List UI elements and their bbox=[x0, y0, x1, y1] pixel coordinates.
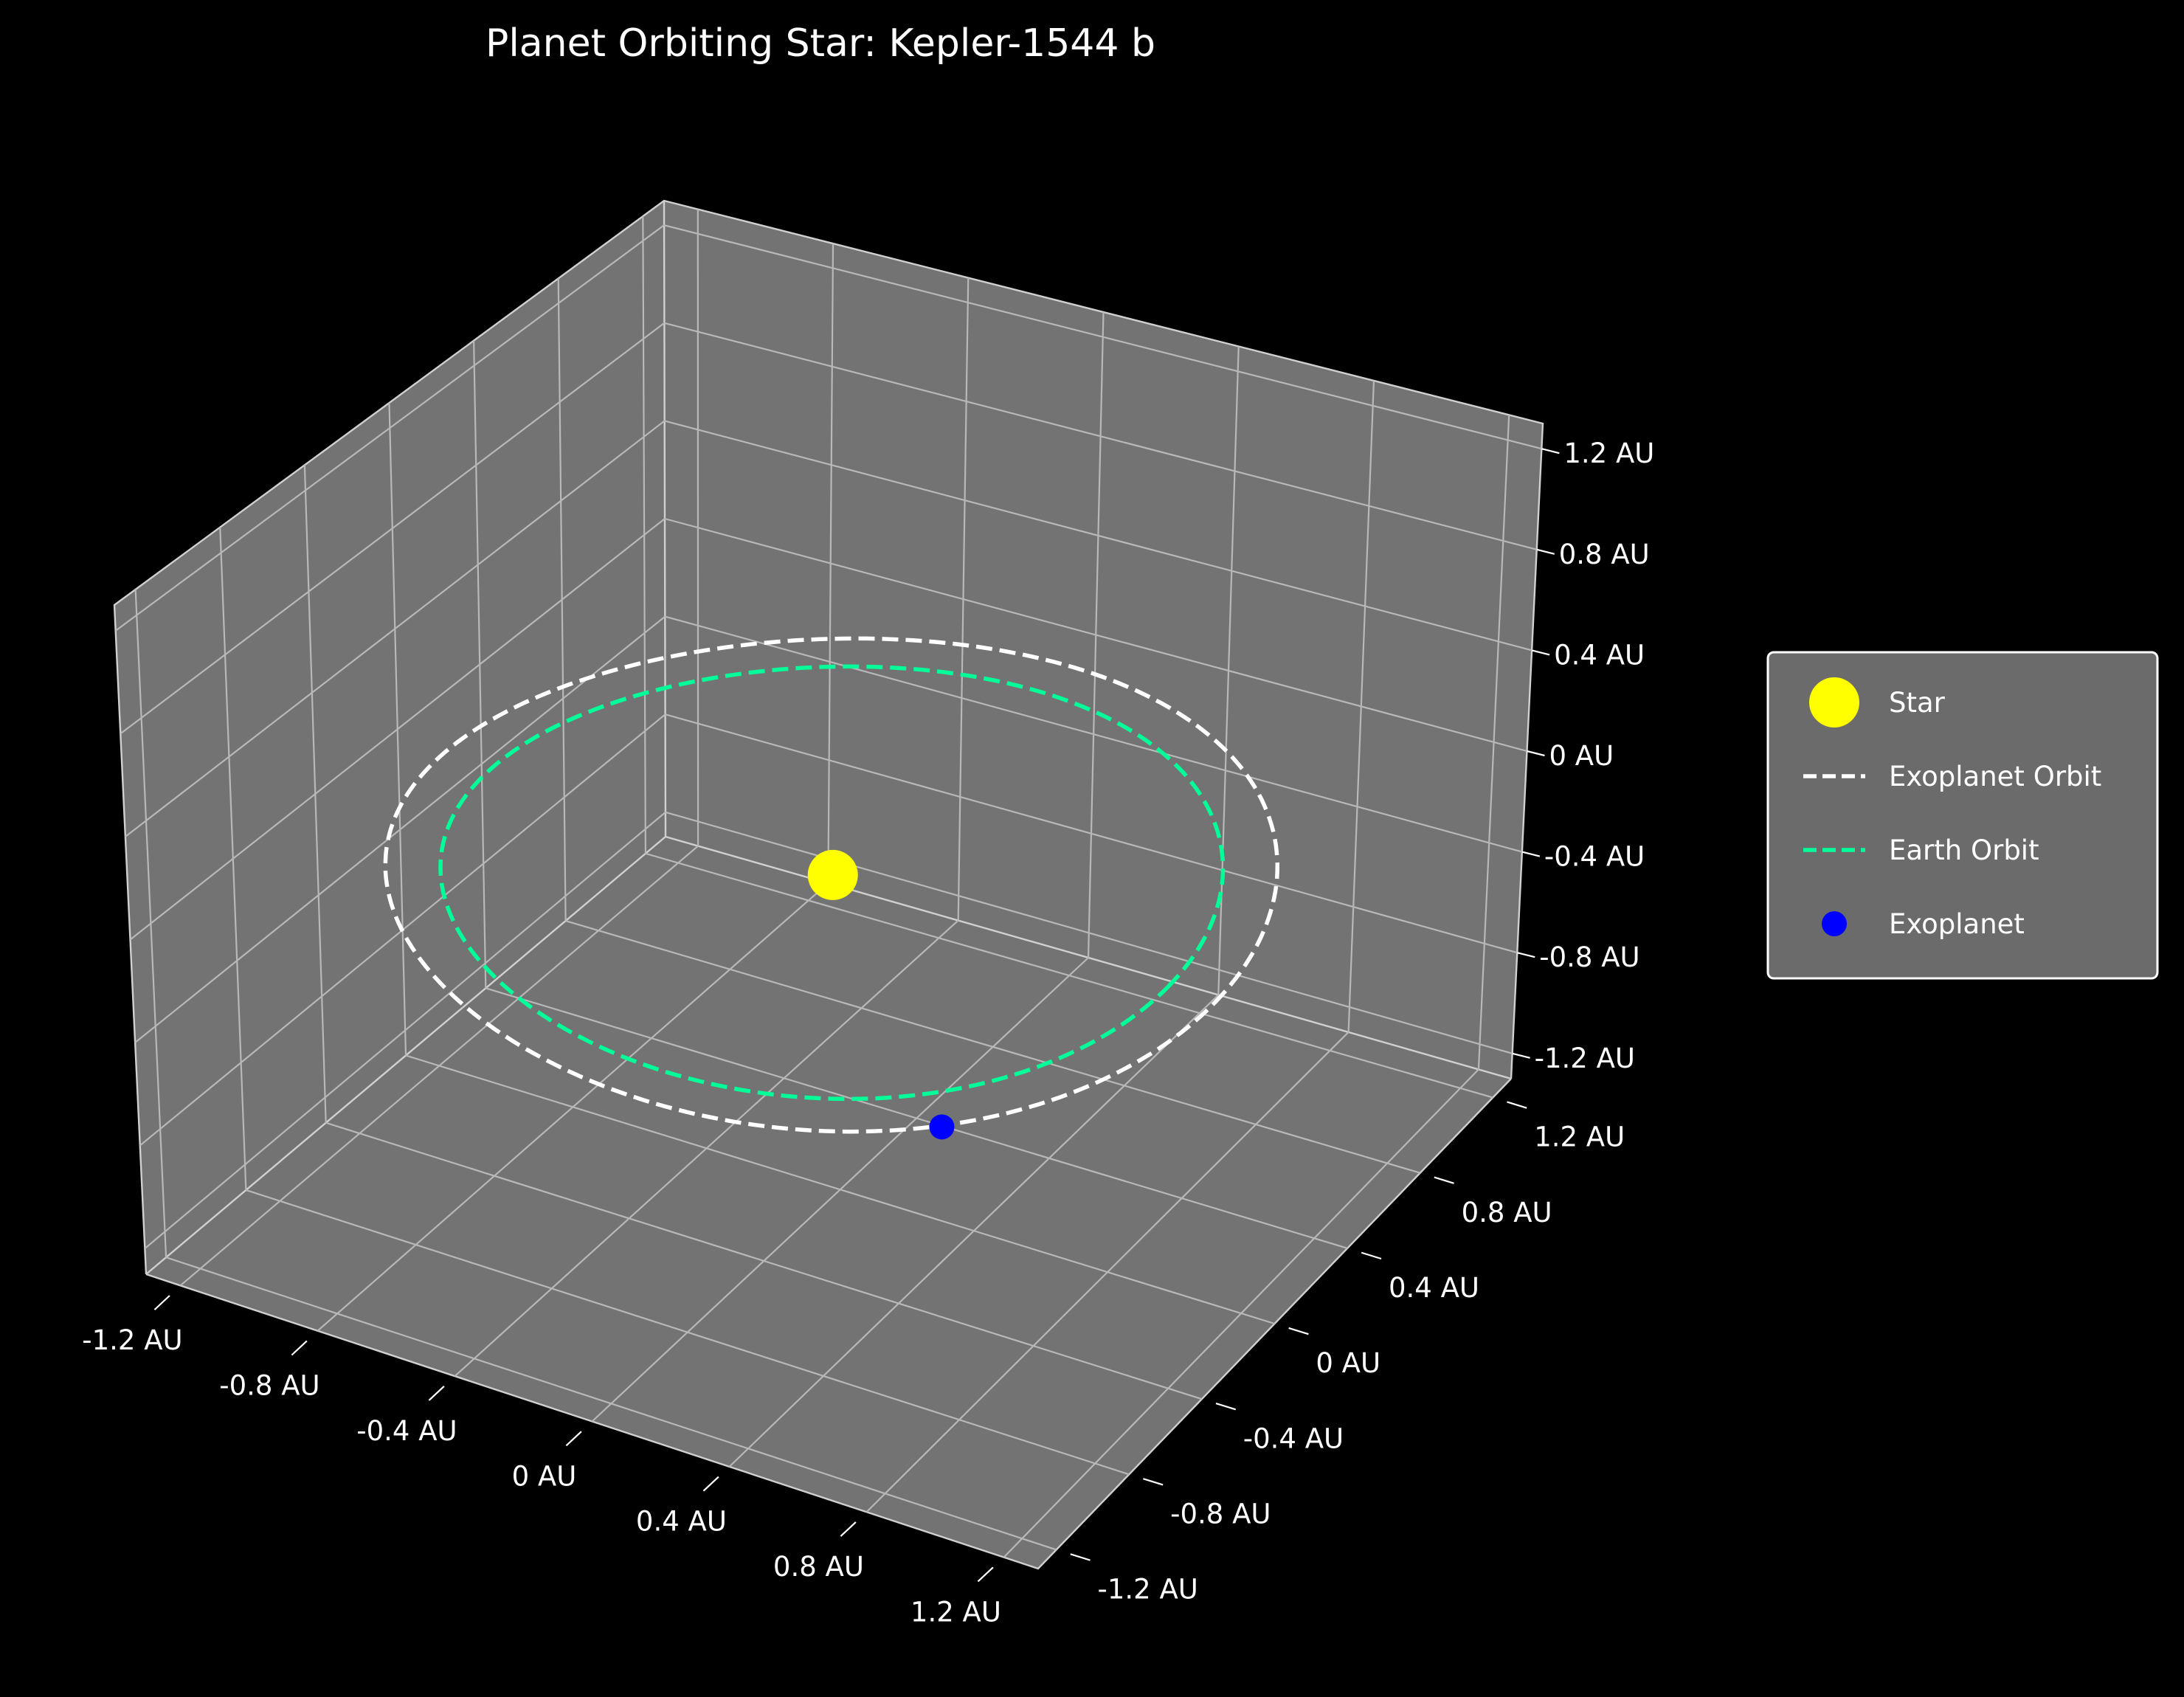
z-tick-2 bbox=[1521, 851, 1541, 857]
z-tick-5 bbox=[1536, 548, 1555, 555]
y-tick-label-0: -1.2 AU bbox=[1098, 1574, 1198, 1606]
grid-line-z-left-6 bbox=[114, 224, 665, 632]
y-tick-0 bbox=[1070, 1553, 1091, 1561]
series-earth-orbit bbox=[438, 664, 1226, 1102]
y-tick-label-3: 0 AU bbox=[1316, 1347, 1380, 1379]
grid-line-z-back-6 bbox=[663, 224, 1542, 450]
grid-line-x-back-5 bbox=[1347, 380, 1375, 1032]
z-tick-label-3: 0 AU bbox=[1549, 740, 1614, 772]
x-tick-label-3: 0 AU bbox=[512, 1460, 577, 1492]
x-tick-label-4: 0.4 AU bbox=[636, 1506, 727, 1538]
axes-panes bbox=[113, 199, 1544, 1570]
legend: Star Exoplanet Orbit Earth Orbit Exoplanet bbox=[1766, 651, 2159, 980]
grid-line-y-floor-4 bbox=[485, 987, 1348, 1249]
y-tick-label-1: -0.8 AU bbox=[1170, 1498, 1271, 1530]
grid-line-y-left-5 bbox=[557, 278, 567, 922]
plot-series bbox=[383, 636, 1280, 1140]
grid-line-x-back-4 bbox=[1217, 346, 1240, 995]
x-tick-2 bbox=[428, 1385, 445, 1401]
z-tick-6 bbox=[1541, 448, 1560, 455]
grid-line-y-left-6 bbox=[642, 216, 647, 854]
grid-line-z-back-4 bbox=[664, 420, 1532, 652]
x-tick-label-2: -0.4 AU bbox=[356, 1415, 457, 1447]
x-tick-label-5: 0.8 AU bbox=[773, 1551, 864, 1583]
legend-marker-3 bbox=[1822, 911, 1847, 936]
y-tick-label-5: 0.8 AU bbox=[1462, 1197, 1552, 1228]
x-tick-label-1: -0.8 AU bbox=[219, 1370, 319, 1402]
grid-line-z-back-5 bbox=[664, 322, 1538, 550]
x-tick-label-0: -1.2 AU bbox=[82, 1324, 182, 1356]
z-tick-0 bbox=[1512, 1052, 1530, 1059]
z-tick-3 bbox=[1527, 750, 1545, 757]
z-tick-label-4: 0.4 AU bbox=[1554, 639, 1645, 671]
x-tick-3 bbox=[565, 1431, 582, 1447]
grid-line-x-floor-6 bbox=[1003, 1068, 1479, 1558]
legend-label-3: Exoplanet bbox=[1889, 908, 2025, 940]
series-exoplanet-orbit bbox=[383, 636, 1280, 1134]
pane-back bbox=[664, 201, 1543, 1079]
x-tick-6 bbox=[977, 1566, 994, 1583]
z-tick-1 bbox=[1517, 952, 1535, 958]
y-tick-label-2: -0.4 AU bbox=[1243, 1423, 1344, 1454]
legend-box bbox=[1766, 651, 2159, 980]
y-tick-label-6: 1.2 AU bbox=[1534, 1121, 1625, 1153]
z-tick-label-6: 1.2 AU bbox=[1563, 438, 1654, 469]
legend-label-0: Star bbox=[1889, 687, 1946, 719]
grid-line-x-back-6 bbox=[1477, 415, 1510, 1070]
x-tick-5 bbox=[840, 1521, 857, 1537]
grid-line-z-left-4 bbox=[125, 420, 666, 837]
x-tick-1 bbox=[291, 1340, 308, 1356]
grid-line-x-floor-5 bbox=[865, 1031, 1350, 1513]
y-tick-4 bbox=[1361, 1251, 1382, 1260]
z-tick-label-1: -0.8 AU bbox=[1539, 941, 1639, 973]
z-tick-4 bbox=[1531, 649, 1550, 656]
grid-line-y-floor-6 bbox=[645, 852, 1493, 1099]
grid-line-x-floor-4 bbox=[728, 994, 1220, 1468]
y-tick-5 bbox=[1434, 1176, 1454, 1184]
legend-label-2: Earth Orbit bbox=[1889, 834, 2039, 866]
point-exoplanet bbox=[929, 1114, 955, 1140]
pane-left bbox=[114, 201, 666, 1274]
chart-title: Planet Orbiting Star: Kepler-1544 b bbox=[485, 21, 1155, 66]
z-tick-label-0: -1.2 AU bbox=[1535, 1043, 1635, 1074]
grid-line-y-floor-3 bbox=[405, 1054, 1275, 1325]
y-tick-1 bbox=[1143, 1478, 1164, 1486]
axis-ticks: -1.2 AU -0.8 AU -0.4 AU 0 AU 0.4 AU 0.8 AU 1.2… bbox=[82, 438, 1654, 1628]
pane-edge-floor bbox=[145, 1078, 1512, 1570]
gridlines bbox=[114, 209, 1542, 1558]
y-tick-3 bbox=[1288, 1327, 1309, 1335]
grid-line-z-back-3 bbox=[664, 517, 1527, 753]
grid-line-y-left-4 bbox=[473, 340, 487, 989]
y-tick-2 bbox=[1215, 1403, 1237, 1411]
grid-line-z-left-3 bbox=[129, 518, 666, 941]
x-tick-0 bbox=[153, 1295, 170, 1310]
legend-label-1: Exoplanet Orbit bbox=[1889, 761, 2101, 792]
y-tick-label-4: 0.4 AU bbox=[1389, 1272, 1479, 1304]
x-tick-4 bbox=[702, 1476, 719, 1492]
z-tick-label-5: 0.8 AU bbox=[1559, 539, 1650, 570]
point-star bbox=[807, 849, 858, 900]
y-tick-6 bbox=[1507, 1101, 1527, 1109]
x-tick-label-6: 1.2 AU bbox=[910, 1596, 1001, 1628]
grid-line-y-floor-5 bbox=[565, 919, 1421, 1174]
legend-marker-0 bbox=[1809, 677, 1859, 727]
z-tick-label-2: -0.4 AU bbox=[1544, 841, 1645, 873]
grid-line-z-left-5 bbox=[120, 322, 666, 735]
